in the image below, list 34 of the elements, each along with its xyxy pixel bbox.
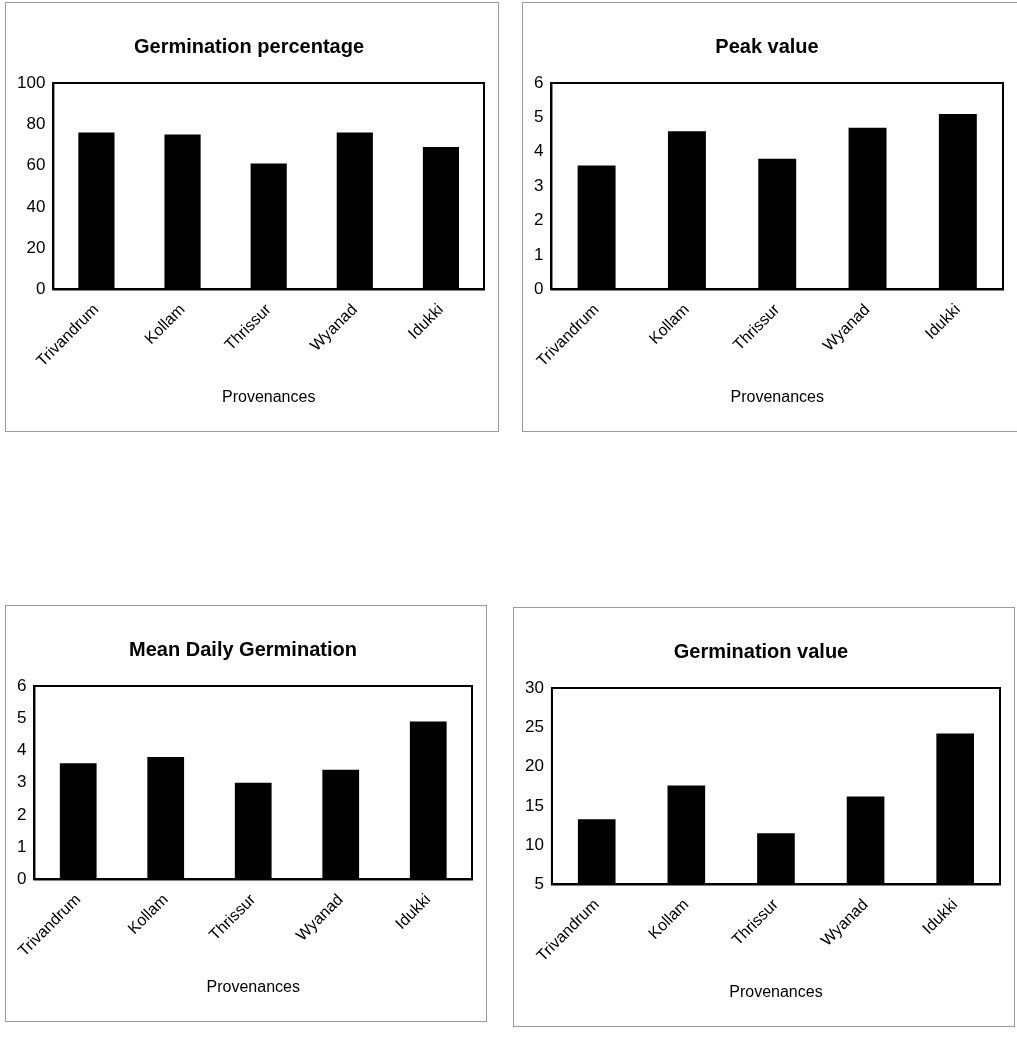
- y-tick-label: 4: [16, 740, 27, 760]
- y-tick-label: 80: [26, 113, 46, 133]
- y-tick-label: 15: [524, 795, 544, 815]
- x-axis-title: Provenances: [221, 387, 316, 405]
- y-tick-label: 4: [533, 141, 544, 161]
- chart-title: Mean Daily Germination: [129, 637, 357, 660]
- y-tick-label: 0: [533, 279, 544, 299]
- y-tick-label: 10: [524, 834, 544, 854]
- x-axis-title: Provenances: [730, 387, 824, 405]
- y-tick-label: 1: [16, 836, 27, 856]
- y-tick-label: 0: [35, 279, 46, 299]
- chart-title: Germination percentage: [133, 34, 365, 57]
- y-tick-label: 60: [26, 155, 46, 175]
- y-tick-label: 5: [16, 707, 27, 727]
- y-tick-label: 5: [534, 874, 544, 894]
- y-tick-label: 20: [524, 756, 544, 776]
- y-tick-label: 30: [524, 677, 544, 697]
- chart-title: Peak value: [715, 34, 819, 57]
- y-tick-label: 25: [524, 716, 544, 736]
- x-axis-title: Provenances: [729, 982, 823, 1000]
- y-tick-label: 6: [16, 675, 27, 695]
- y-tick-label: 2: [16, 804, 27, 824]
- y-tick-label: 40: [26, 196, 46, 216]
- y-tick-label: 20: [26, 237, 46, 257]
- x-axis-title: Provenances: [206, 977, 300, 995]
- y-tick-label: 0: [16, 869, 27, 889]
- y-tick-label: 3: [533, 175, 544, 195]
- y-tick-label: 6: [533, 72, 544, 92]
- y-tick-label: 5: [533, 107, 544, 127]
- chart-title: Germination value: [673, 639, 849, 662]
- y-tick-label: 3: [16, 772, 27, 792]
- y-tick-label: 100: [16, 72, 46, 92]
- y-tick-label: 1: [533, 244, 544, 264]
- y-tick-label: 2: [533, 210, 544, 230]
